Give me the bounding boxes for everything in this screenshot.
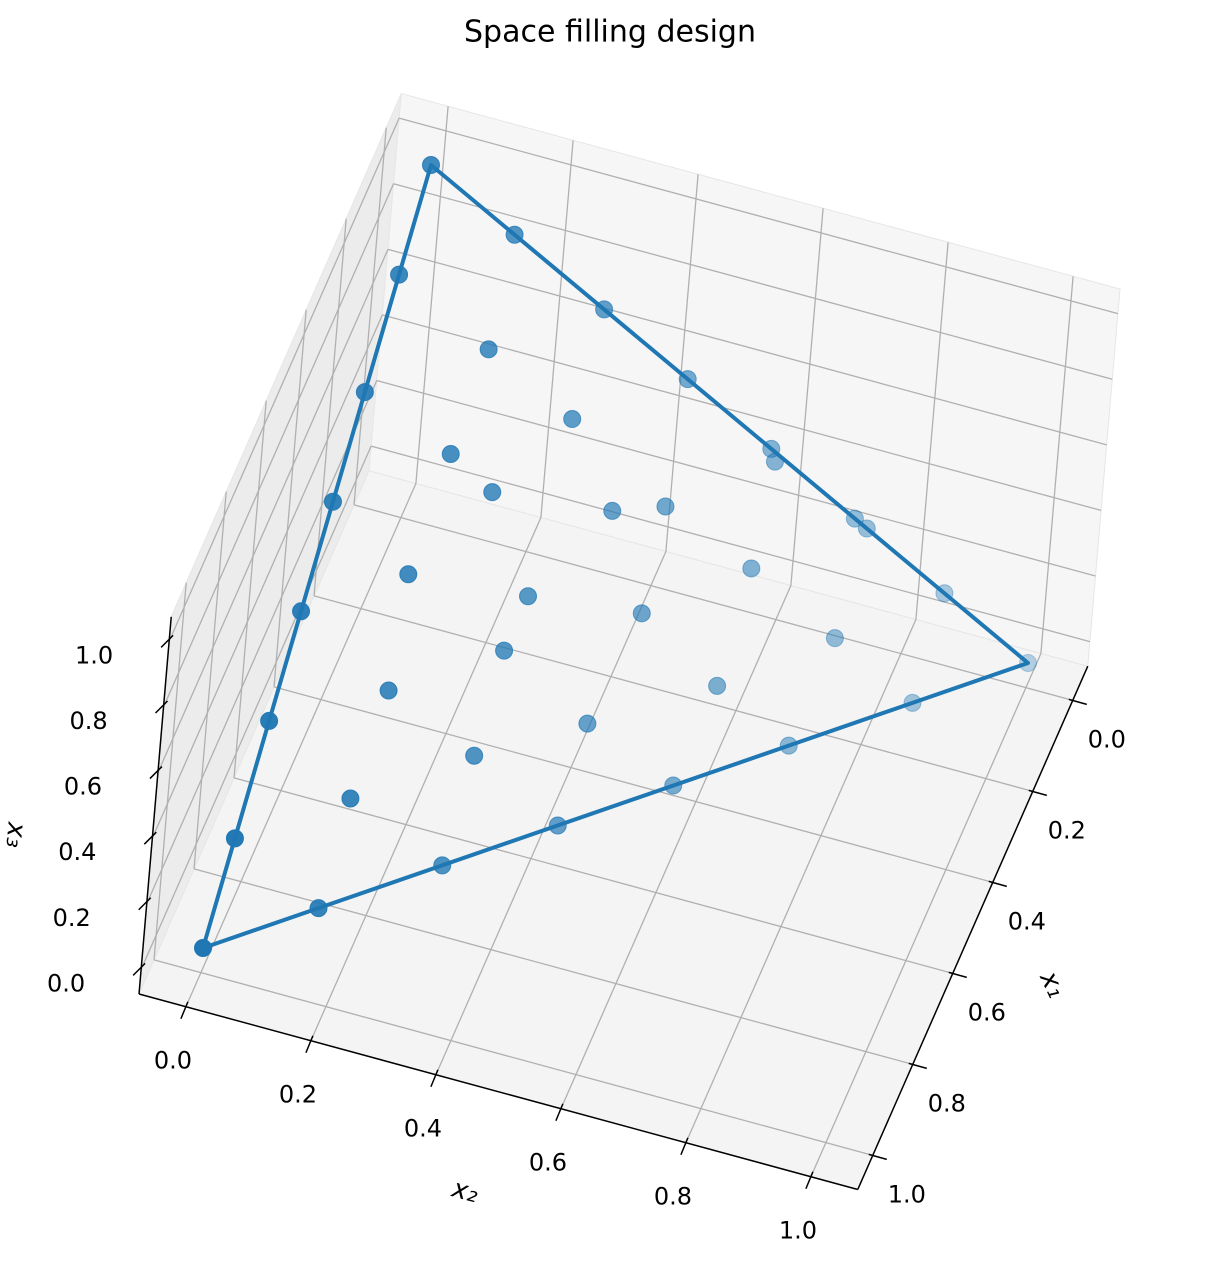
grid-line xyxy=(193,491,227,869)
grid-line xyxy=(810,653,1042,1177)
point xyxy=(495,641,514,660)
z-tick xyxy=(160,634,174,648)
grid-line xyxy=(560,585,792,1109)
z-tick-label: 0.4 xyxy=(58,838,96,866)
grid-line xyxy=(313,595,1033,792)
point xyxy=(379,681,398,700)
z-tick xyxy=(154,700,169,714)
grid-line xyxy=(387,248,1107,446)
point xyxy=(441,444,460,463)
point xyxy=(603,501,622,520)
x-tick xyxy=(988,880,1007,888)
point xyxy=(742,559,761,578)
x-tick-label: 1.0 xyxy=(888,1180,926,1208)
y-tick xyxy=(805,1171,814,1190)
point xyxy=(632,604,651,623)
point xyxy=(656,497,675,516)
grid-line xyxy=(310,517,542,1041)
y-axis-label: x₂ xyxy=(448,1173,482,1209)
y-axis-line xyxy=(138,993,858,1191)
chart-title: Space filling design xyxy=(464,15,756,50)
grid-line xyxy=(398,117,1119,315)
grid-line xyxy=(153,582,187,960)
y-tick xyxy=(555,1103,564,1122)
z-axis-line xyxy=(138,616,172,995)
point xyxy=(465,746,484,765)
grid-line xyxy=(353,127,387,505)
grid-line xyxy=(162,183,395,708)
grid-line xyxy=(168,117,400,642)
x-tick xyxy=(1068,698,1087,706)
z-tick xyxy=(132,962,146,976)
grid-line xyxy=(370,445,1091,643)
grid-line xyxy=(376,379,1096,577)
point xyxy=(483,483,502,502)
point xyxy=(479,340,498,359)
x-axis-line xyxy=(857,665,1089,1190)
z-tick-label: 1.0 xyxy=(75,641,113,669)
grid-line xyxy=(273,309,307,687)
x-tick-label: 0.2 xyxy=(1048,816,1086,844)
point xyxy=(578,714,597,733)
y-tick-label: 0.0 xyxy=(154,1047,192,1075)
grid-line xyxy=(157,249,389,773)
grid-line xyxy=(665,174,699,552)
z-tick xyxy=(138,897,152,911)
y-tick xyxy=(180,1001,189,1020)
grid-line xyxy=(435,551,667,1075)
grid-line xyxy=(685,619,917,1143)
y-tick-label: 0.6 xyxy=(529,1149,567,1177)
y-tick xyxy=(680,1137,689,1156)
y-tick-label: 0.8 xyxy=(654,1183,692,1211)
x-tick-label: 0.6 xyxy=(968,998,1006,1026)
grid-line xyxy=(790,208,824,586)
grid-line xyxy=(415,106,449,484)
y-tick xyxy=(430,1069,439,1088)
z-tick xyxy=(149,766,163,780)
grid-line xyxy=(313,218,347,596)
x-tick-label: 0.4 xyxy=(1008,907,1046,935)
x-tick xyxy=(948,971,967,979)
point xyxy=(399,565,418,584)
triangle-line xyxy=(201,163,1030,950)
z-tick xyxy=(143,831,157,845)
point xyxy=(825,629,844,648)
z-tick-label: 0.2 xyxy=(53,904,91,932)
grid-line xyxy=(146,380,378,905)
grid-line xyxy=(915,242,949,620)
y-tick xyxy=(305,1035,314,1054)
x-tick-label: 0.8 xyxy=(928,1089,966,1117)
grid-line xyxy=(185,483,417,1007)
z-axis-label: x₃ xyxy=(0,820,32,849)
point xyxy=(563,410,582,429)
point xyxy=(708,676,727,695)
z-tick-label: 0.0 xyxy=(47,969,85,997)
x-tick xyxy=(1028,789,1047,797)
y-tick-label: 0.2 xyxy=(279,1081,317,1109)
grid-line xyxy=(393,183,1113,380)
grid-line xyxy=(1040,276,1074,654)
grid-line xyxy=(140,445,372,970)
x-tick-label: 0.0 xyxy=(1088,725,1126,753)
z-tick-label: 0.8 xyxy=(69,707,107,735)
back-pane xyxy=(368,92,1121,667)
z-tick-label: 0.6 xyxy=(64,773,102,801)
point xyxy=(519,587,538,606)
x-axis-label: x₁ xyxy=(1033,966,1072,1003)
grid-line xyxy=(153,959,873,1156)
y-tick-label: 1.0 xyxy=(779,1217,817,1245)
point xyxy=(341,789,360,808)
grid-line xyxy=(540,140,574,518)
grid-line xyxy=(233,400,267,778)
x-tick xyxy=(868,1153,887,1161)
grid-line xyxy=(151,314,383,839)
grid-line xyxy=(273,686,993,883)
grid-line xyxy=(382,314,1102,512)
y-tick-label: 0.4 xyxy=(404,1115,442,1143)
grid-line xyxy=(353,504,1073,701)
grid-line xyxy=(233,777,953,974)
x-tick xyxy=(908,1062,927,1070)
